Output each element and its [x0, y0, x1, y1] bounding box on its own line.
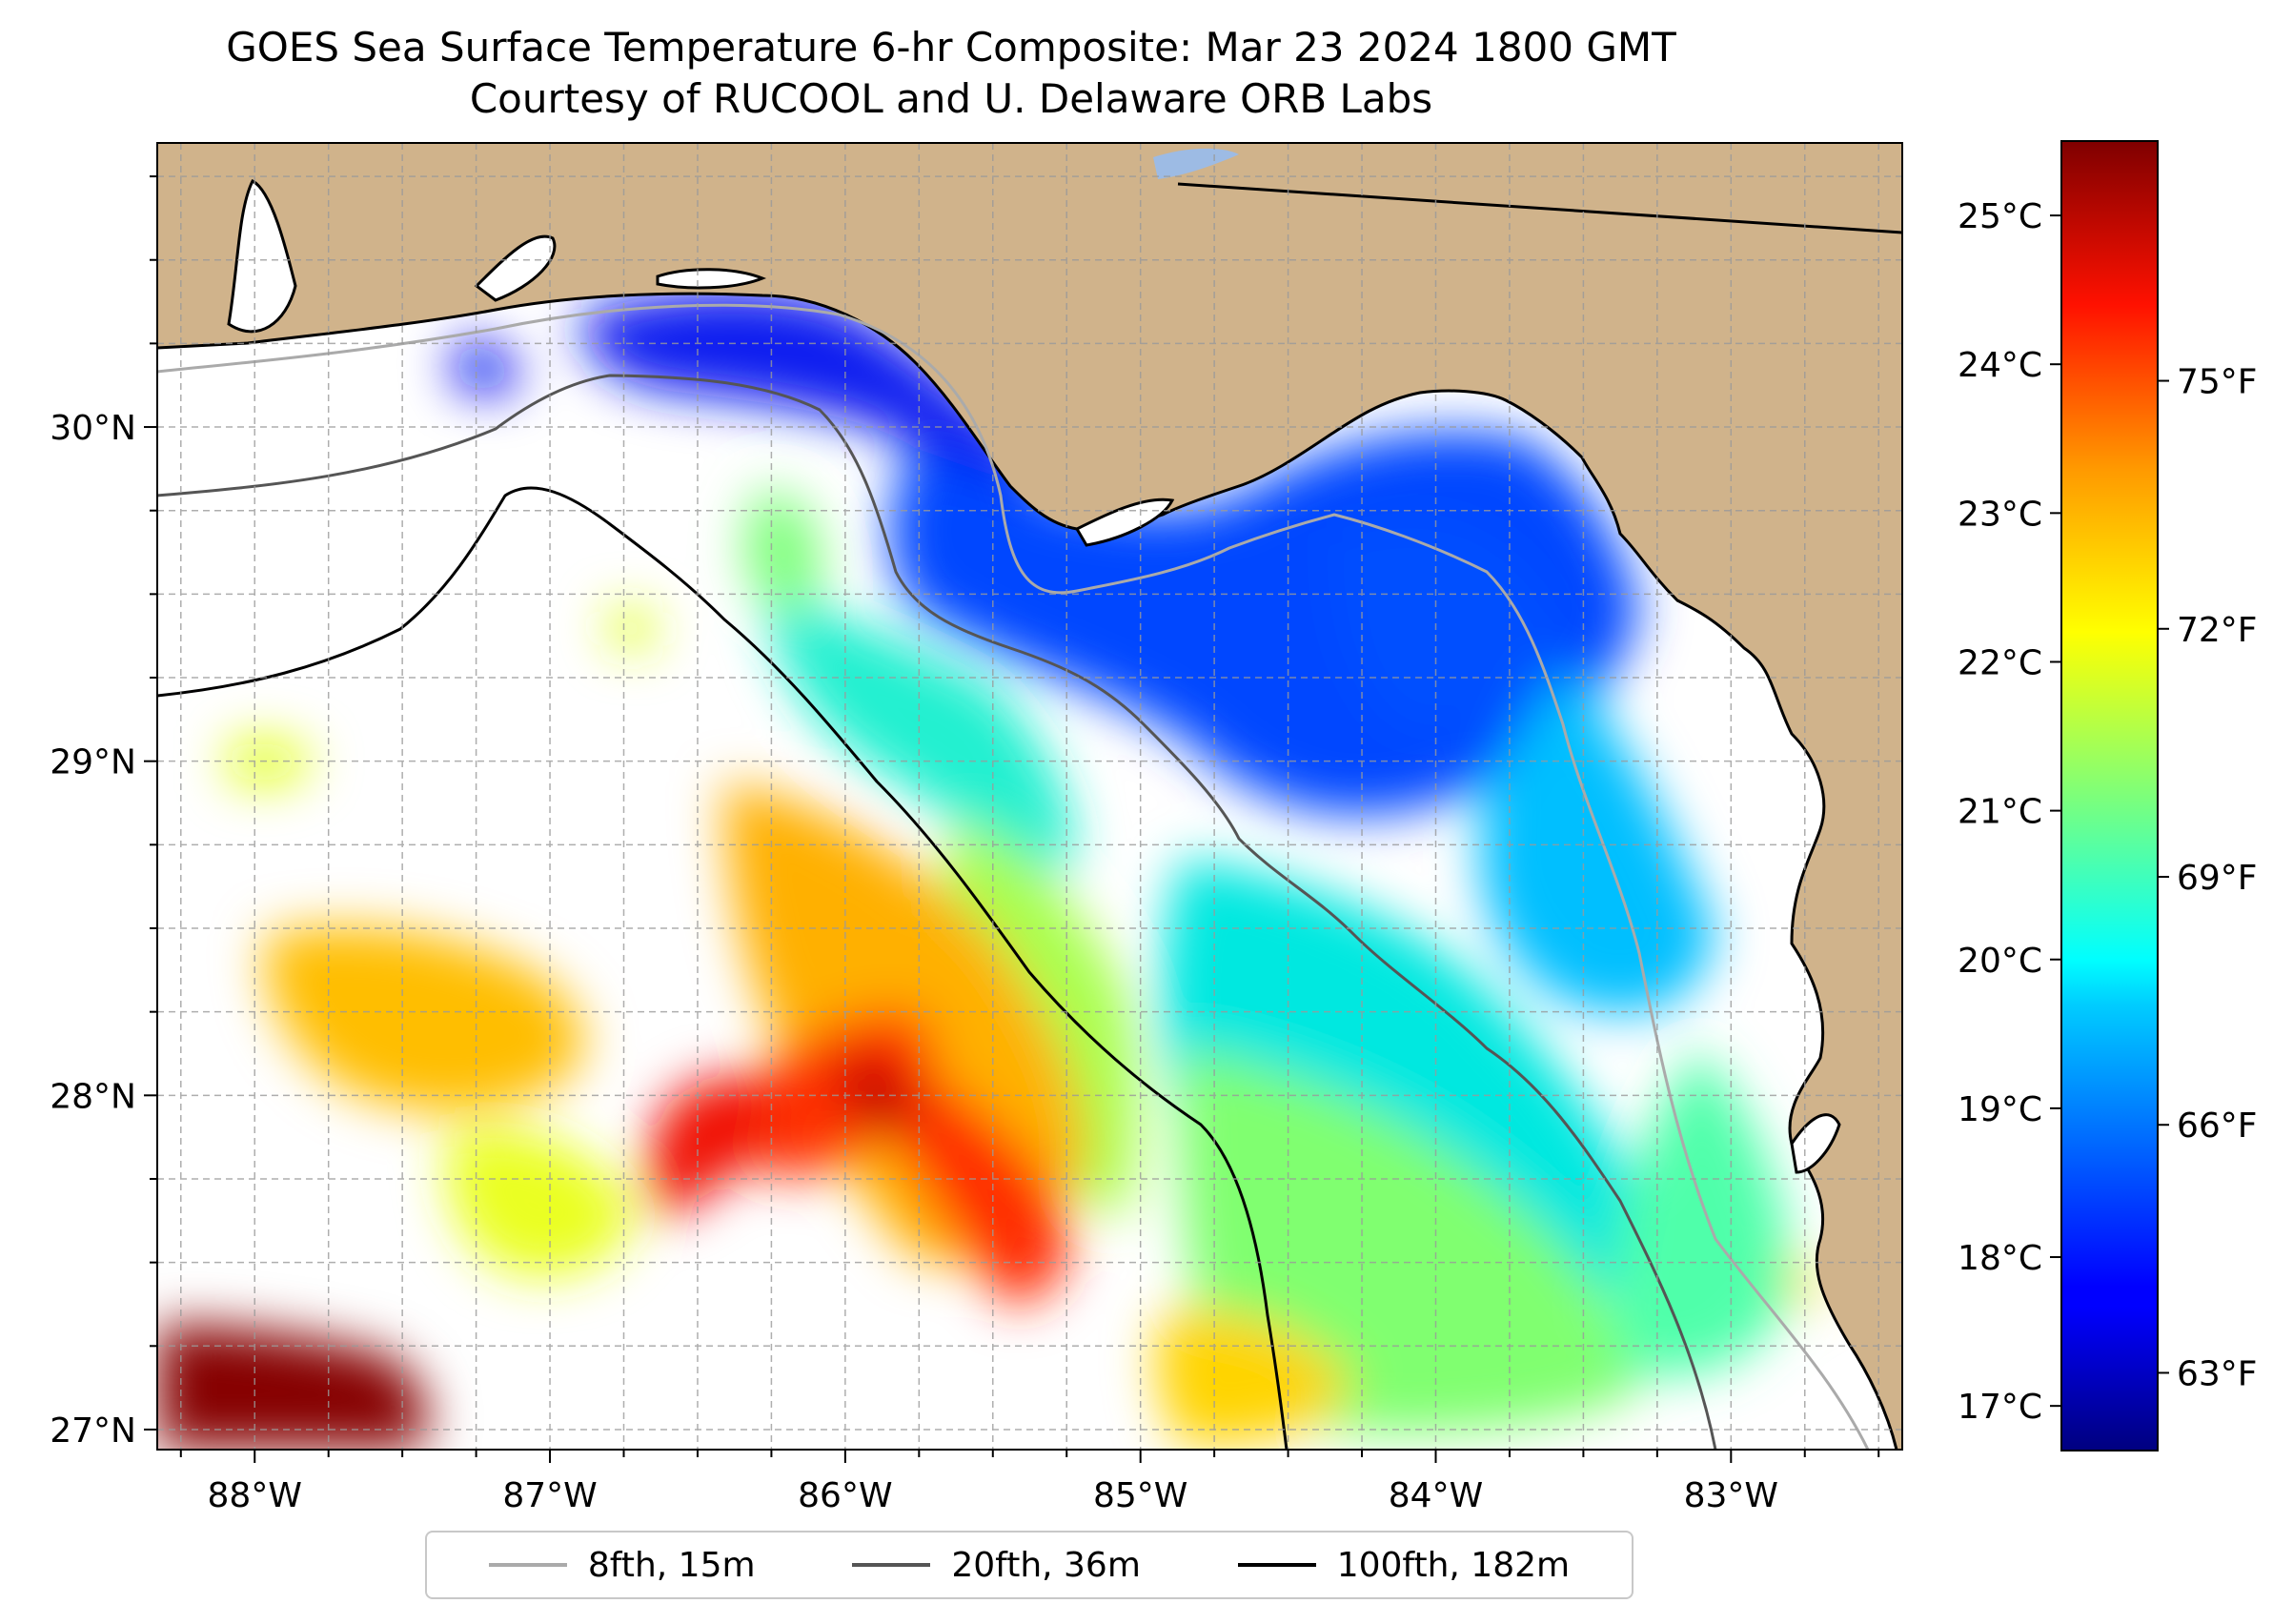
- colorbar-f-label: 72°F: [2177, 611, 2258, 650]
- isobath-8fth: [157, 303, 1870, 1450]
- lat-tick-label: 27°N: [50, 1411, 136, 1451]
- axis-ticks: [144, 175, 1880, 1463]
- legend-line-20fth: [852, 1563, 931, 1567]
- legend-item-20fth: 20fth, 36m: [852, 1546, 1141, 1585]
- colorbar-f-label: 66°F: [2177, 1106, 2258, 1146]
- map-frame: [156, 142, 1903, 1451]
- colorbar-c-label: 17°C: [1958, 1388, 2042, 1427]
- isobath-20fth: [157, 374, 1717, 1450]
- legend-label-8fth: 8fth, 15m: [587, 1545, 756, 1585]
- legend-label-100fth: 100fth, 182m: [1336, 1545, 1571, 1585]
- isobath-legend: 8fth, 15m 20fth, 36m 100fth, 182m: [425, 1531, 1634, 1599]
- longitude-labels: 88°W 87°W 86°W 85°W 84°W 83°W: [208, 1476, 1778, 1515]
- isobath-100fth: [157, 486, 1289, 1450]
- lon-tick-label: 83°W: [1684, 1476, 1778, 1515]
- legend-item-8fth: 8fth, 15m: [488, 1545, 756, 1585]
- colorbar-f-label: 63°F: [2177, 1354, 2258, 1393]
- mobile-bay: [227, 178, 297, 334]
- coastline: [157, 292, 1898, 1450]
- lat-tick-label: 30°N: [50, 409, 136, 448]
- tampa-bay: [1790, 1113, 1841, 1174]
- gridlines: [157, 143, 1902, 1450]
- lon-tick-label: 87°W: [502, 1476, 597, 1515]
- colorbar-fahrenheit-ticks: 63°F 66°F 69°F 72°F 75°F: [2158, 363, 2258, 1393]
- land-area: [157, 143, 1902, 1450]
- latitude-labels: 27°N 28°N 29°N 30°N: [50, 409, 136, 1451]
- colorbar-f-label: 75°F: [2177, 363, 2258, 402]
- colorbar-c-label: 20°C: [1958, 942, 2042, 981]
- colorbar-f-label: 69°F: [2177, 859, 2258, 898]
- colorbar-c-label: 23°C: [1958, 495, 2042, 534]
- lat-tick-label: 29°N: [50, 743, 136, 782]
- lon-tick-label: 86°W: [798, 1476, 892, 1515]
- lon-tick-label: 85°W: [1093, 1476, 1187, 1515]
- legend-label-20fth: 20fth, 36m: [951, 1545, 1141, 1585]
- lon-tick-label: 88°W: [208, 1476, 302, 1515]
- colorbar: [2060, 140, 2159, 1451]
- apalachicola-bay: [1074, 497, 1175, 547]
- colorbar-c-label: 22°C: [1958, 643, 2042, 682]
- sst-field: [157, 289, 1821, 1450]
- choctawhatchee-bay: [656, 268, 767, 290]
- legend-line-100fth: [1237, 1563, 1316, 1567]
- legend-item-100fth: 100fth, 182m: [1237, 1545, 1571, 1585]
- colorbar-c-label: 25°C: [1958, 197, 2042, 236]
- lon-tick-label: 84°W: [1389, 1476, 1483, 1515]
- inland-lake: [1153, 148, 1239, 179]
- legend-line-8fth: [488, 1563, 567, 1567]
- colorbar-c-label: 24°C: [1958, 346, 2042, 385]
- colorbar-c-label: 19°C: [1958, 1090, 2042, 1129]
- colorbar-celsius-ticks: 17°C 18°C 19°C 20°C 21°C 22°C 23°C 24°C 25°C: [1958, 197, 2061, 1427]
- lat-tick-label: 28°N: [50, 1077, 136, 1116]
- colorbar-c-label: 21°C: [1958, 793, 2042, 832]
- state-border: [1177, 182, 1902, 234]
- map-subtitle: Courtesy of RUCOOL and U. Delaware ORB L…: [469, 75, 1433, 122]
- map-title: GOES Sea Surface Temperature 6-hr Compos…: [226, 24, 1676, 71]
- colorbar-c-label: 18°C: [1958, 1239, 2042, 1278]
